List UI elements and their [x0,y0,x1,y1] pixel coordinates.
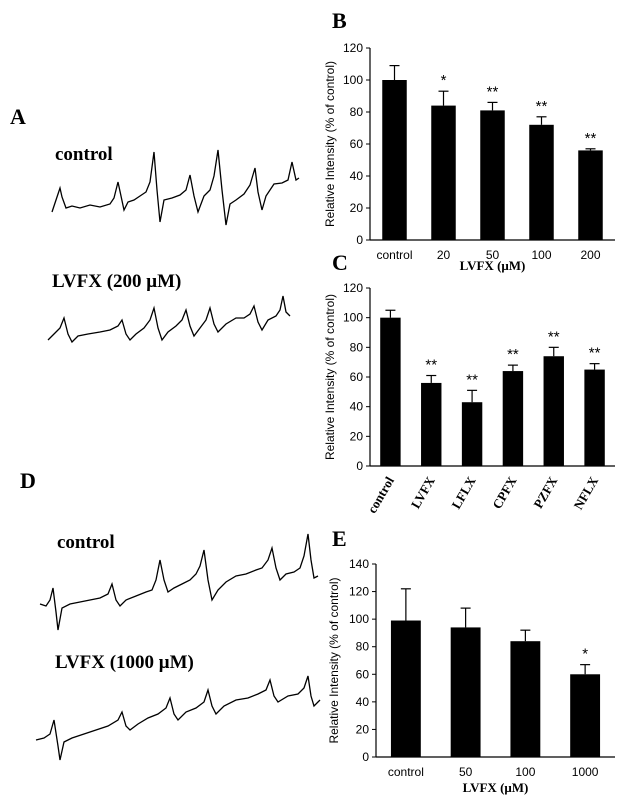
y-axis-label: Relative Intensity (% of control) [323,61,337,227]
y-tick-label: 0 [356,459,363,473]
y-tick-label: 60 [350,370,364,384]
trace-label-a-control: control [55,144,113,165]
bar-50 [450,627,481,757]
y-tick-label: 0 [356,233,363,247]
y-tick-label: 120 [343,41,363,55]
y-axis-label: Relative Intensity (% of control) [323,294,337,460]
bar-lflx [461,402,483,466]
category-label: 20 [437,248,451,262]
category-label: PZFX [530,473,560,510]
category-label: control [364,474,397,516]
category-label: 200 [580,248,600,262]
y-tick-label: 40 [350,169,364,183]
significance-marker: ** [548,328,560,345]
significance-marker: ** [507,346,519,363]
significance-marker: ** [487,83,499,100]
panel-letter-e: E [332,526,347,551]
y-tick-label: 100 [349,612,369,626]
category-label: 1000 [572,765,599,779]
y-tick-label: 60 [356,667,370,681]
category-label: CPFX [489,473,520,511]
y-tick-label: 20 [356,722,370,736]
panel-letter-c: C [332,250,348,275]
bar-pzfx [543,356,564,466]
y-tick-label: 40 [350,400,364,414]
bar-control [382,80,407,240]
category-label: control [388,765,424,779]
bar-cpfx [502,371,524,466]
trace-label-d-control: control [57,532,115,553]
bar-control [380,317,401,466]
significance-marker: ** [585,130,597,147]
category-label: LVFX [408,473,438,511]
significance-marker: ** [466,371,478,388]
bar-20 [431,105,456,240]
category-label: 50 [459,765,473,779]
trace-d-lvfx [35,675,321,761]
y-tick-label: 80 [356,640,370,654]
y-tick-label: 80 [350,105,364,119]
significance-marker: ** [589,345,601,362]
significance-marker: ** [536,98,548,115]
y-tick-label: 80 [350,340,364,354]
category-label: 50 [486,248,500,262]
x-axis-label: LVFX (μM) [460,258,526,273]
y-tick-label: 20 [350,201,364,215]
category-label: 100 [531,248,551,262]
category-label: control [376,248,412,262]
significance-marker: * [441,72,447,89]
y-axis-label: Relative Intensity (% of control) [327,577,341,743]
category-label: LFLX [448,473,479,511]
bar-nflx [584,369,605,466]
y-tick-label: 100 [343,311,363,325]
panel-letter-d: D [20,468,36,493]
y-tick-label: 60 [350,137,364,151]
x-axis-label: LVFX (μM) [463,780,529,795]
bar-lvfx [421,382,442,466]
significance-marker: * [582,646,588,663]
bar-100 [510,641,541,757]
panel-letter-a: A [10,104,26,129]
y-tick-label: 0 [362,750,369,764]
y-tick-label: 120 [343,281,363,295]
y-tick-label: 100 [343,73,363,87]
y-tick-label: 120 [349,585,369,599]
y-tick-label: 20 [350,429,364,443]
category-label: 100 [515,765,535,779]
bar-200 [578,150,603,240]
trace-label-d-lvfx: LVFX (1000 μM) [55,652,194,673]
bar-1000 [570,674,601,757]
panel-letter-b: B [332,8,347,33]
trace-label-a-lvfx: LVFX (200 μM) [52,271,182,292]
category-label: NFLX [570,473,601,512]
bar-100 [529,124,554,240]
significance-marker: ** [425,357,437,374]
bar-control [390,620,421,757]
trace-a-lvfx [47,295,291,344]
y-tick-label: 40 [356,695,370,709]
bar-50 [480,110,505,241]
y-tick-label: 140 [349,557,369,571]
